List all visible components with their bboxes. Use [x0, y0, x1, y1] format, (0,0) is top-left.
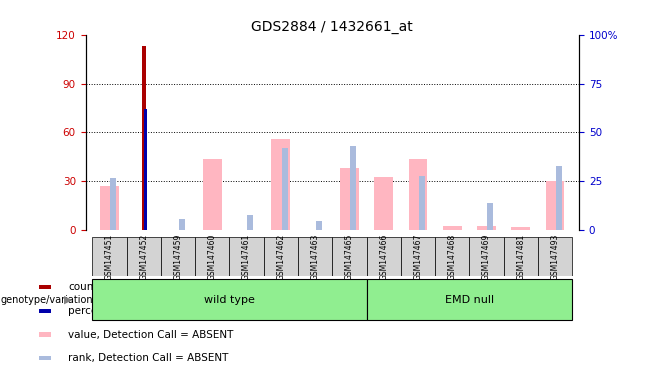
Bar [350, 146, 356, 230]
Bar [92, 279, 367, 320]
Text: GSM147467: GSM147467 [413, 234, 422, 280]
Bar [367, 279, 572, 320]
Text: GSM147463: GSM147463 [311, 234, 320, 280]
Bar [545, 182, 565, 230]
Bar [195, 237, 230, 276]
Text: percentile rank within the sample: percentile rank within the sample [68, 306, 244, 316]
Bar [418, 175, 425, 230]
Text: genotype/variation: genotype/variation [1, 295, 93, 305]
Text: GSM147465: GSM147465 [345, 234, 354, 280]
Text: GSM147451: GSM147451 [105, 234, 114, 280]
Bar [367, 237, 401, 276]
Text: GSM147481: GSM147481 [517, 234, 525, 280]
Text: GSM147462: GSM147462 [276, 234, 286, 280]
Bar [435, 237, 469, 276]
Title: GDS2884 / 1432661_at: GDS2884 / 1432661_at [251, 20, 413, 33]
Text: GSM147493: GSM147493 [551, 234, 559, 280]
Bar [443, 225, 462, 230]
Bar [247, 215, 253, 230]
Text: EMD null: EMD null [445, 295, 494, 305]
Bar [374, 177, 393, 230]
Text: GSM147460: GSM147460 [208, 234, 217, 280]
Text: rank, Detection Call = ABSENT: rank, Detection Call = ABSENT [68, 353, 229, 363]
Bar [203, 159, 222, 230]
Bar [503, 237, 538, 276]
Text: count: count [68, 282, 98, 292]
Bar [282, 148, 288, 230]
Text: value, Detection Call = ABSENT: value, Detection Call = ABSENT [68, 329, 234, 339]
Text: GSM147468: GSM147468 [447, 234, 457, 280]
Text: GSM147459: GSM147459 [174, 234, 182, 280]
Bar [556, 166, 562, 230]
Text: ▶: ▶ [64, 295, 72, 305]
Bar [538, 237, 572, 276]
Bar [126, 237, 161, 276]
Bar [39, 356, 51, 360]
Bar [316, 220, 322, 230]
Bar [272, 139, 290, 230]
Bar [111, 177, 116, 230]
Bar [92, 237, 126, 276]
Bar [298, 237, 332, 276]
Bar [332, 237, 367, 276]
Bar [39, 309, 51, 313]
Bar [401, 237, 435, 276]
Bar [487, 203, 494, 230]
Bar [469, 237, 503, 276]
Bar [39, 285, 51, 290]
Bar [100, 186, 119, 230]
Bar [230, 237, 264, 276]
Text: wild type: wild type [204, 295, 255, 305]
Bar [144, 109, 147, 230]
Bar [39, 333, 51, 337]
Bar [511, 227, 530, 230]
Text: GSM147466: GSM147466 [379, 234, 388, 280]
Bar [340, 169, 359, 230]
Bar [141, 46, 146, 230]
Bar [477, 225, 496, 230]
Text: GSM147452: GSM147452 [139, 234, 148, 280]
Bar [179, 218, 185, 230]
Bar [161, 237, 195, 276]
Text: GSM147469: GSM147469 [482, 234, 491, 280]
Text: GSM147461: GSM147461 [242, 234, 251, 280]
Bar [264, 237, 298, 276]
Bar [409, 159, 428, 230]
